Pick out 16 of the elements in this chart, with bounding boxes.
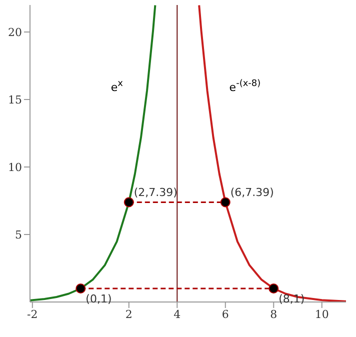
x-tick-label: -2 bbox=[27, 308, 38, 321]
x-tick-label: 2 bbox=[125, 308, 132, 321]
series-label: e$^{-(x-8)}$ bbox=[229, 78, 261, 94]
y-tick-label: 5 bbox=[15, 228, 22, 242]
y-tick-label: 15 bbox=[8, 93, 22, 106]
annotation: (8,1) bbox=[278, 292, 305, 306]
text: e$^{x}$ bbox=[110, 78, 124, 94]
annotation: (0,1) bbox=[86, 292, 112, 306]
x-tick-label: 4 bbox=[174, 308, 181, 321]
x-tick-label: 6 bbox=[222, 308, 229, 321]
y-tick-label: 10 bbox=[8, 160, 22, 174]
y-tick-label: 20 bbox=[8, 26, 22, 39]
annotation: (6,7.39) bbox=[230, 186, 274, 200]
x-tick-label: 10 bbox=[314, 308, 329, 321]
x-tick-label: 8 bbox=[270, 308, 278, 321]
annotation: (2,7.39) bbox=[134, 186, 178, 200]
